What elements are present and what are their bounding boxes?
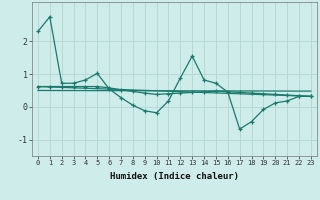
X-axis label: Humidex (Indice chaleur): Humidex (Indice chaleur) xyxy=(110,172,239,181)
